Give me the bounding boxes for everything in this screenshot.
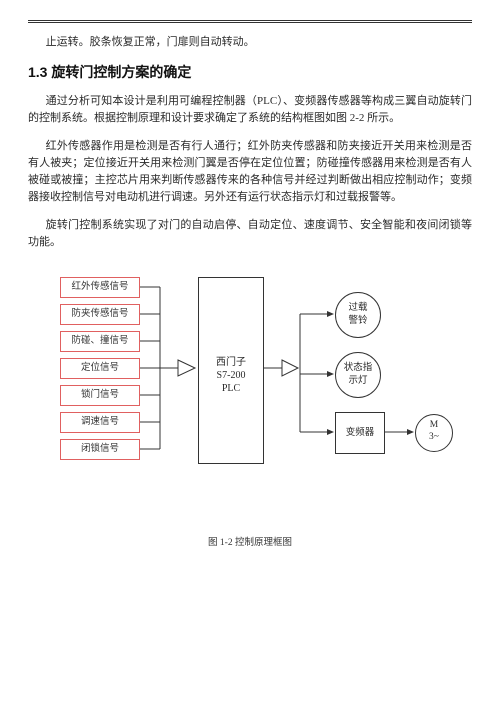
- out-lamp-l2: 示灯: [348, 376, 367, 386]
- signal-box-antipinch: 防夹传感信号: [60, 304, 140, 325]
- output-vfd: 变频器: [335, 412, 385, 454]
- out-lamp-l1: 状态指: [344, 363, 373, 373]
- plc-label-1: 西门子: [199, 356, 263, 369]
- figure-caption: 图 1-2 控制原理框图: [28, 534, 472, 548]
- plc-label-2: S7-200: [199, 369, 263, 382]
- paragraph-3: 旋转门控制系统实现了对门的自动启停、自动定位、速度调节、安全智能和夜间闭锁等功能…: [28, 217, 472, 251]
- signal-box-lock: 锁门信号: [60, 385, 140, 406]
- page-divider: [28, 20, 472, 23]
- plc-label-3: PLC: [199, 382, 263, 395]
- paragraph-1: 通过分析可知本设计是利用可编程控制器（PLC）、变频器传感器等构成三翼自动旋转门…: [28, 93, 472, 127]
- out-motor-l1: M: [430, 420, 438, 430]
- signal-box-speed: 调速信号: [60, 412, 140, 433]
- section-heading: 1.3 旋转门控制方案的确定: [28, 62, 472, 82]
- output-lamp: 状态指 示灯: [335, 352, 381, 398]
- figure-block-diagram: 红外传感信号 防夹传感信号 防碰、撞信号 定位信号 锁门信号 调速信号 闭锁信号…: [30, 262, 470, 532]
- paragraph-2: 红外传感器作用是检测是否有行人通行；红外防夹传感器和防夹接近开关用来检测是否有人…: [28, 138, 472, 206]
- out-motor-l2: 3~: [429, 432, 439, 442]
- plc-box: 西门子 S7-200 PLC: [198, 277, 264, 464]
- out-alarm-l1: 过载: [348, 303, 367, 313]
- signal-box-position: 定位信号: [60, 358, 140, 379]
- output-motor: M 3~: [415, 414, 453, 452]
- top-text: 止运转。胶条恢复正常，门扉则自动转动。: [28, 34, 472, 51]
- signal-box-nightlock: 闭锁信号: [60, 439, 140, 460]
- signal-box-ir: 红外传感信号: [60, 277, 140, 298]
- out-alarm-l2: 警铃: [348, 316, 367, 326]
- signal-box-anticrash: 防碰、撞信号: [60, 331, 140, 352]
- output-alarm: 过载 警铃: [335, 292, 381, 338]
